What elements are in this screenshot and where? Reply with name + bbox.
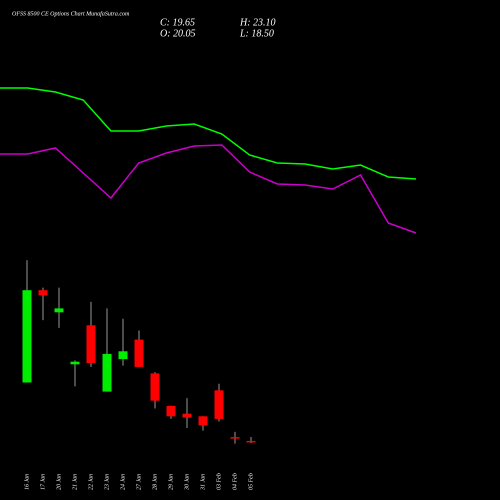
candle-body — [134, 339, 144, 367]
ohlc-open: O: 20.05 — [160, 28, 196, 39]
candle-body — [102, 353, 112, 392]
line-series — [0, 144, 417, 234]
ohlc-low: L: 18.50 — [239, 28, 274, 39]
candle-body — [198, 416, 208, 426]
x-tick-label: 23 Jan — [104, 474, 110, 490]
candle-body — [38, 290, 48, 296]
x-tick-label: 20 Jan — [56, 474, 62, 490]
x-tick-label: 22 Jan — [88, 474, 94, 490]
candle-body — [86, 325, 96, 363]
candle-body — [246, 440, 256, 443]
x-tick-label: 21 Jan — [72, 474, 78, 490]
x-tick-label: 31 Jan — [200, 474, 206, 491]
candle-body — [54, 308, 64, 313]
candle-body — [230, 437, 240, 439]
x-tick-label: 16 Jan — [24, 474, 30, 490]
candle-body — [150, 373, 160, 401]
ohlc-high: H: 23.10 — [239, 17, 276, 28]
x-tick-label: 17 Jan — [40, 474, 46, 490]
x-tick-label: 05 Feb — [248, 473, 254, 490]
candle-body — [118, 351, 128, 360]
x-tick-label: 27 Jan — [136, 474, 142, 490]
x-tick-label: 03 Feb — [216, 473, 222, 490]
x-tick-label: 24 Jan — [119, 474, 126, 490]
candle-body — [166, 405, 176, 417]
chart-title: OFSS 8500 CE Options Chart MunafaSutra.c… — [12, 10, 130, 17]
x-tick-label: 30 Jan — [184, 474, 190, 491]
x-tick-label: 28 Jan — [152, 474, 158, 490]
x-tick-label: 29 Jan — [168, 474, 174, 490]
line-series — [0, 87, 417, 180]
candle-body — [22, 290, 32, 383]
candle-body — [182, 413, 192, 418]
candle-body — [70, 361, 80, 365]
ohlc-close: C: 19.65 — [160, 17, 195, 28]
x-tick-label: 04 Feb — [231, 473, 238, 490]
candle-body — [214, 390, 224, 419]
